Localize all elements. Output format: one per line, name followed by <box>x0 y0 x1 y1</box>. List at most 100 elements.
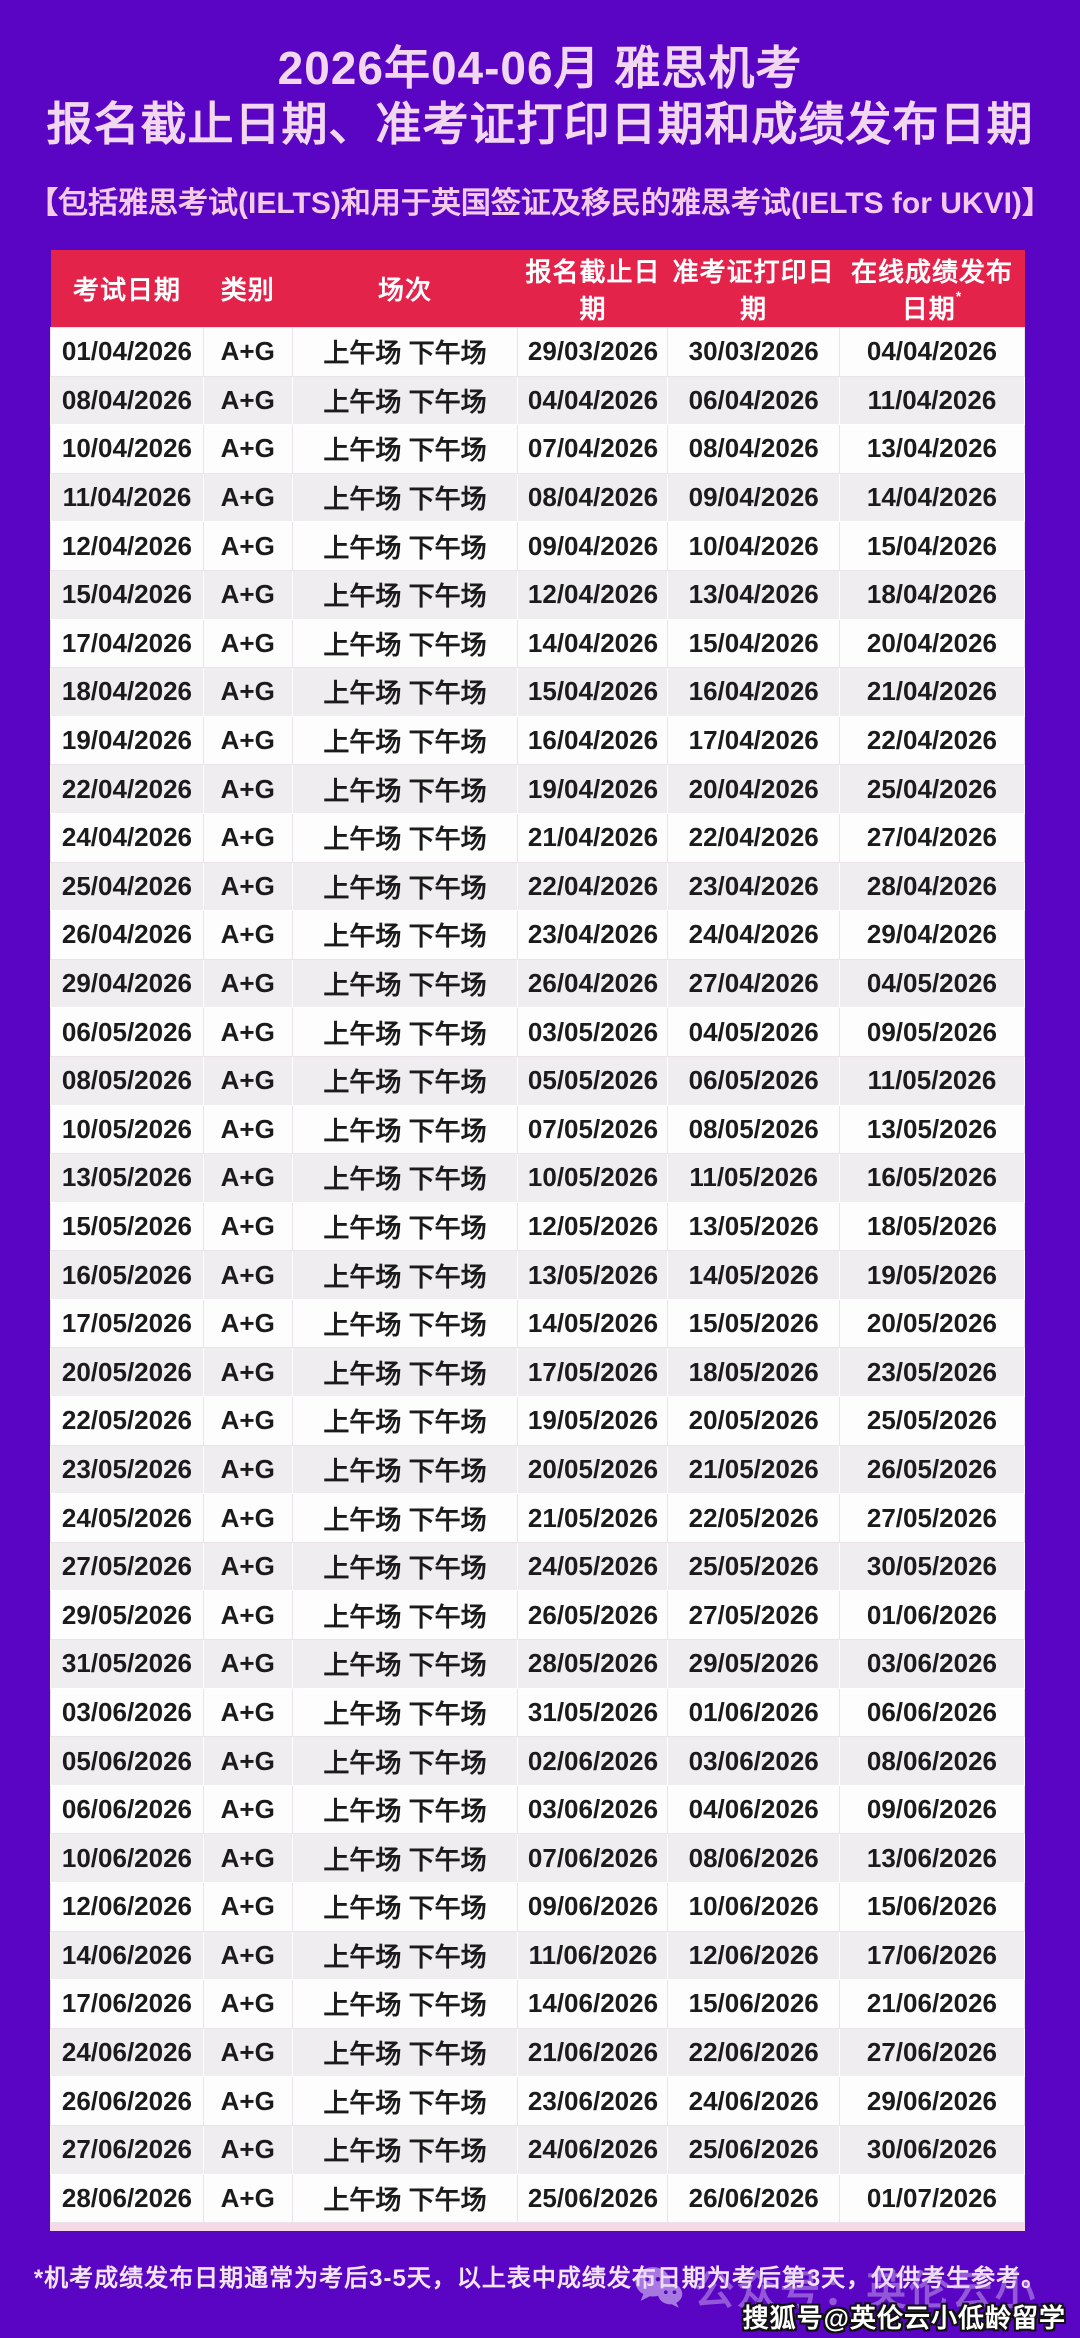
table-cell: 21/06/2026 <box>838 1979 1026 2029</box>
table-row: 22/04/2026 A+G 上午场 下午场 19/04/2026 20/04/2026… <box>50 764 1026 814</box>
table-row: 23/05/2026 A+G 上午场 下午场 20/05/2026 21/05/2026… <box>50 1444 1026 1495</box>
table-cell: 04/05/2026 <box>667 1007 840 1057</box>
table-cell: A+G <box>202 327 293 377</box>
table-row: 22/05/2026 A+G 上午场 下午场 19/05/2026 20/05/2026… <box>50 1396 1026 1446</box>
table-row: 06/05/2026 A+G 上午场 下午场 03/05/2026 04/05/2026… <box>50 1007 1026 1057</box>
table-row: 15/05/2026 A+G 上午场 下午场 12/05/2026 13/05/2026… <box>50 1201 1026 1252</box>
col-header-registration-deadline: 报名截止日期 <box>517 250 668 328</box>
table-cell: 13/05/2026 <box>667 1201 840 1252</box>
table-cell: 26/05/2026 <box>838 1444 1026 1495</box>
table-cell: 07/06/2026 <box>517 1833 669 1883</box>
table-cell: 30/03/2026 <box>667 327 840 377</box>
col-header-category: 类别 <box>203 250 293 328</box>
table-row: 08/05/2026 A+G 上午场 下午场 05/05/2026 06/05/2026… <box>50 1055 1026 1106</box>
table-cell: 28/05/2026 <box>517 1639 669 1689</box>
table-cell: 上午场 下午场 <box>291 2027 519 2078</box>
table-cell: 17/04/2026 <box>50 618 204 669</box>
table-cell: A+G <box>202 1639 293 1689</box>
table-cell: 上午场 下午场 <box>291 1930 519 1981</box>
page-subtitle: 【包括雅思考试(IELTS)和用于英国签证及移民的雅思考试(IELTS for … <box>28 187 1052 221</box>
table-row: 17/05/2026 A+G 上午场 下午场 14/05/2026 15/05/2026… <box>50 1298 1026 1349</box>
table-cell: 上午场 下午场 <box>291 375 519 426</box>
table-row: 01/04/2026 A+G 上午场 下午场 29/03/2026 30/03/2026… <box>50 327 1026 377</box>
table-row: 25/04/2026 A+G 上午场 下午场 22/04/2026 23/04/2026… <box>50 861 1026 912</box>
table-cell: 07/04/2026 <box>517 424 669 474</box>
table-cell: 25/04/2026 <box>50 861 204 912</box>
table-cell: A+G <box>202 1833 293 1883</box>
table-cell: 22/04/2026 <box>667 812 840 863</box>
table-cell: 上午场 下午场 <box>291 1639 519 1689</box>
table-cell: 上午场 下午场 <box>291 1590 519 1641</box>
table-cell: 22/05/2026 <box>50 1396 204 1446</box>
table-cell: 27/04/2026 <box>667 958 840 1009</box>
table-cell: 10/05/2026 <box>517 1153 669 1203</box>
table-cell: 30/05/2026 <box>838 1541 1026 1592</box>
table-cell: 25/05/2026 <box>838 1396 1026 1446</box>
table-cell: 15/05/2026 <box>667 1298 840 1349</box>
table-cell: 28/04/2026 <box>838 861 1026 912</box>
table-row: 18/04/2026 A+G 上午场 下午场 15/04/2026 16/04/2026… <box>50 667 1026 717</box>
table-cell: A+G <box>202 1444 293 1495</box>
table-cell: 08/04/2026 <box>517 472 669 523</box>
table-cell: 24/05/2026 <box>50 1493 204 1543</box>
table-cell: 上午场 下午场 <box>291 1347 519 1398</box>
table-cell: 01/07/2026 <box>838 2173 1026 2224</box>
table-cell: 23/05/2026 <box>838 1347 1026 1398</box>
table-cell: 11/05/2026 <box>667 1153 840 1203</box>
table-cell: 25/04/2026 <box>838 764 1026 814</box>
table-cell: 17/05/2026 <box>50 1298 204 1349</box>
table-cell: 29/06/2026 <box>838 2076 1026 2126</box>
table-cell: 13/05/2026 <box>50 1153 204 1203</box>
table-cell: A+G <box>202 2173 293 2224</box>
table-cell: 上午场 下午场 <box>291 618 519 669</box>
table-row: 10/05/2026 A+G 上午场 下午场 07/05/2026 08/05/2026… <box>50 1104 1026 1155</box>
table-row: 26/06/2026 A+G 上午场 下午场 23/06/2026 24/06/2026… <box>50 2076 1026 2126</box>
table-cell: A+G <box>202 1541 293 1592</box>
table-cell: 上午场 下午场 <box>291 1396 519 1446</box>
table-cell: 08/06/2026 <box>667 1833 840 1883</box>
table-cell: A+G <box>202 618 293 669</box>
table-cell: 上午场 下午场 <box>291 1784 519 1835</box>
table-cell: 13/05/2026 <box>838 1104 1026 1155</box>
table-cell: 29/05/2026 <box>50 1590 204 1641</box>
table-cell: 14/04/2026 <box>517 618 669 669</box>
table-bottom-strip <box>50 2223 1025 2232</box>
table-cell: 24/04/2026 <box>667 910 840 960</box>
table-cell: 上午场 下午场 <box>291 2124 519 2175</box>
table-cell: 30/06/2026 <box>838 2124 1026 2175</box>
table-cell: 03/06/2026 <box>50 1687 204 1738</box>
table-row: 29/05/2026 A+G 上午场 下午场 26/05/2026 27/05/2026… <box>50 1590 1026 1641</box>
table-cell: 18/04/2026 <box>838 569 1026 620</box>
table-cell: 04/05/2026 <box>838 958 1026 1009</box>
table-cell: 26/04/2026 <box>50 910 204 960</box>
table-cell: 上午场 下午场 <box>291 1833 519 1883</box>
table-cell: A+G <box>202 715 293 766</box>
sohu-watermark: 搜狐号@英伦云小低龄留学 <box>742 2303 1066 2333</box>
table-cell: 21/04/2026 <box>838 667 1026 717</box>
table-cell: 17/06/2026 <box>838 1930 1026 1981</box>
table-cell: A+G <box>202 1784 293 1835</box>
table-row: 28/06/2026 A+G 上午场 下午场 25/06/2026 26/06/2026… <box>50 2173 1026 2224</box>
table-cell: 24/06/2026 <box>517 2124 669 2175</box>
table-row: 15/04/2026 A+G 上午场 下午场 12/04/2026 13/04/2026… <box>50 569 1026 620</box>
table-cell: 上午场 下午场 <box>291 1541 519 1592</box>
table-cell: 10/04/2026 <box>50 424 204 474</box>
table-cell: A+G <box>202 1153 293 1203</box>
table-cell: 05/06/2026 <box>50 1736 204 1786</box>
table-cell: 上午场 下午场 <box>291 715 519 766</box>
table-row: 10/06/2026 A+G 上午场 下午场 07/06/2026 08/06/2026… <box>50 1833 1026 1883</box>
table-cell: 15/05/2026 <box>50 1201 204 1252</box>
table-cell: 14/06/2026 <box>517 1979 669 2029</box>
col-header-exam-date: 考试日期 <box>50 250 204 328</box>
table-cell: 01/06/2026 <box>838 1590 1026 1641</box>
table-cell: 21/05/2026 <box>667 1444 840 1495</box>
table-cell: 12/06/2026 <box>667 1930 840 1981</box>
table-cell: 22/04/2026 <box>517 861 669 912</box>
table-cell: 08/05/2026 <box>667 1104 840 1155</box>
table-cell: 19/05/2026 <box>838 1250 1026 1300</box>
table-cell: 27/05/2026 <box>50 1541 204 1592</box>
table-cell: 21/05/2026 <box>517 1493 669 1543</box>
table-cell: 27/06/2026 <box>50 2124 204 2175</box>
table-cell: 06/05/2026 <box>667 1055 840 1106</box>
